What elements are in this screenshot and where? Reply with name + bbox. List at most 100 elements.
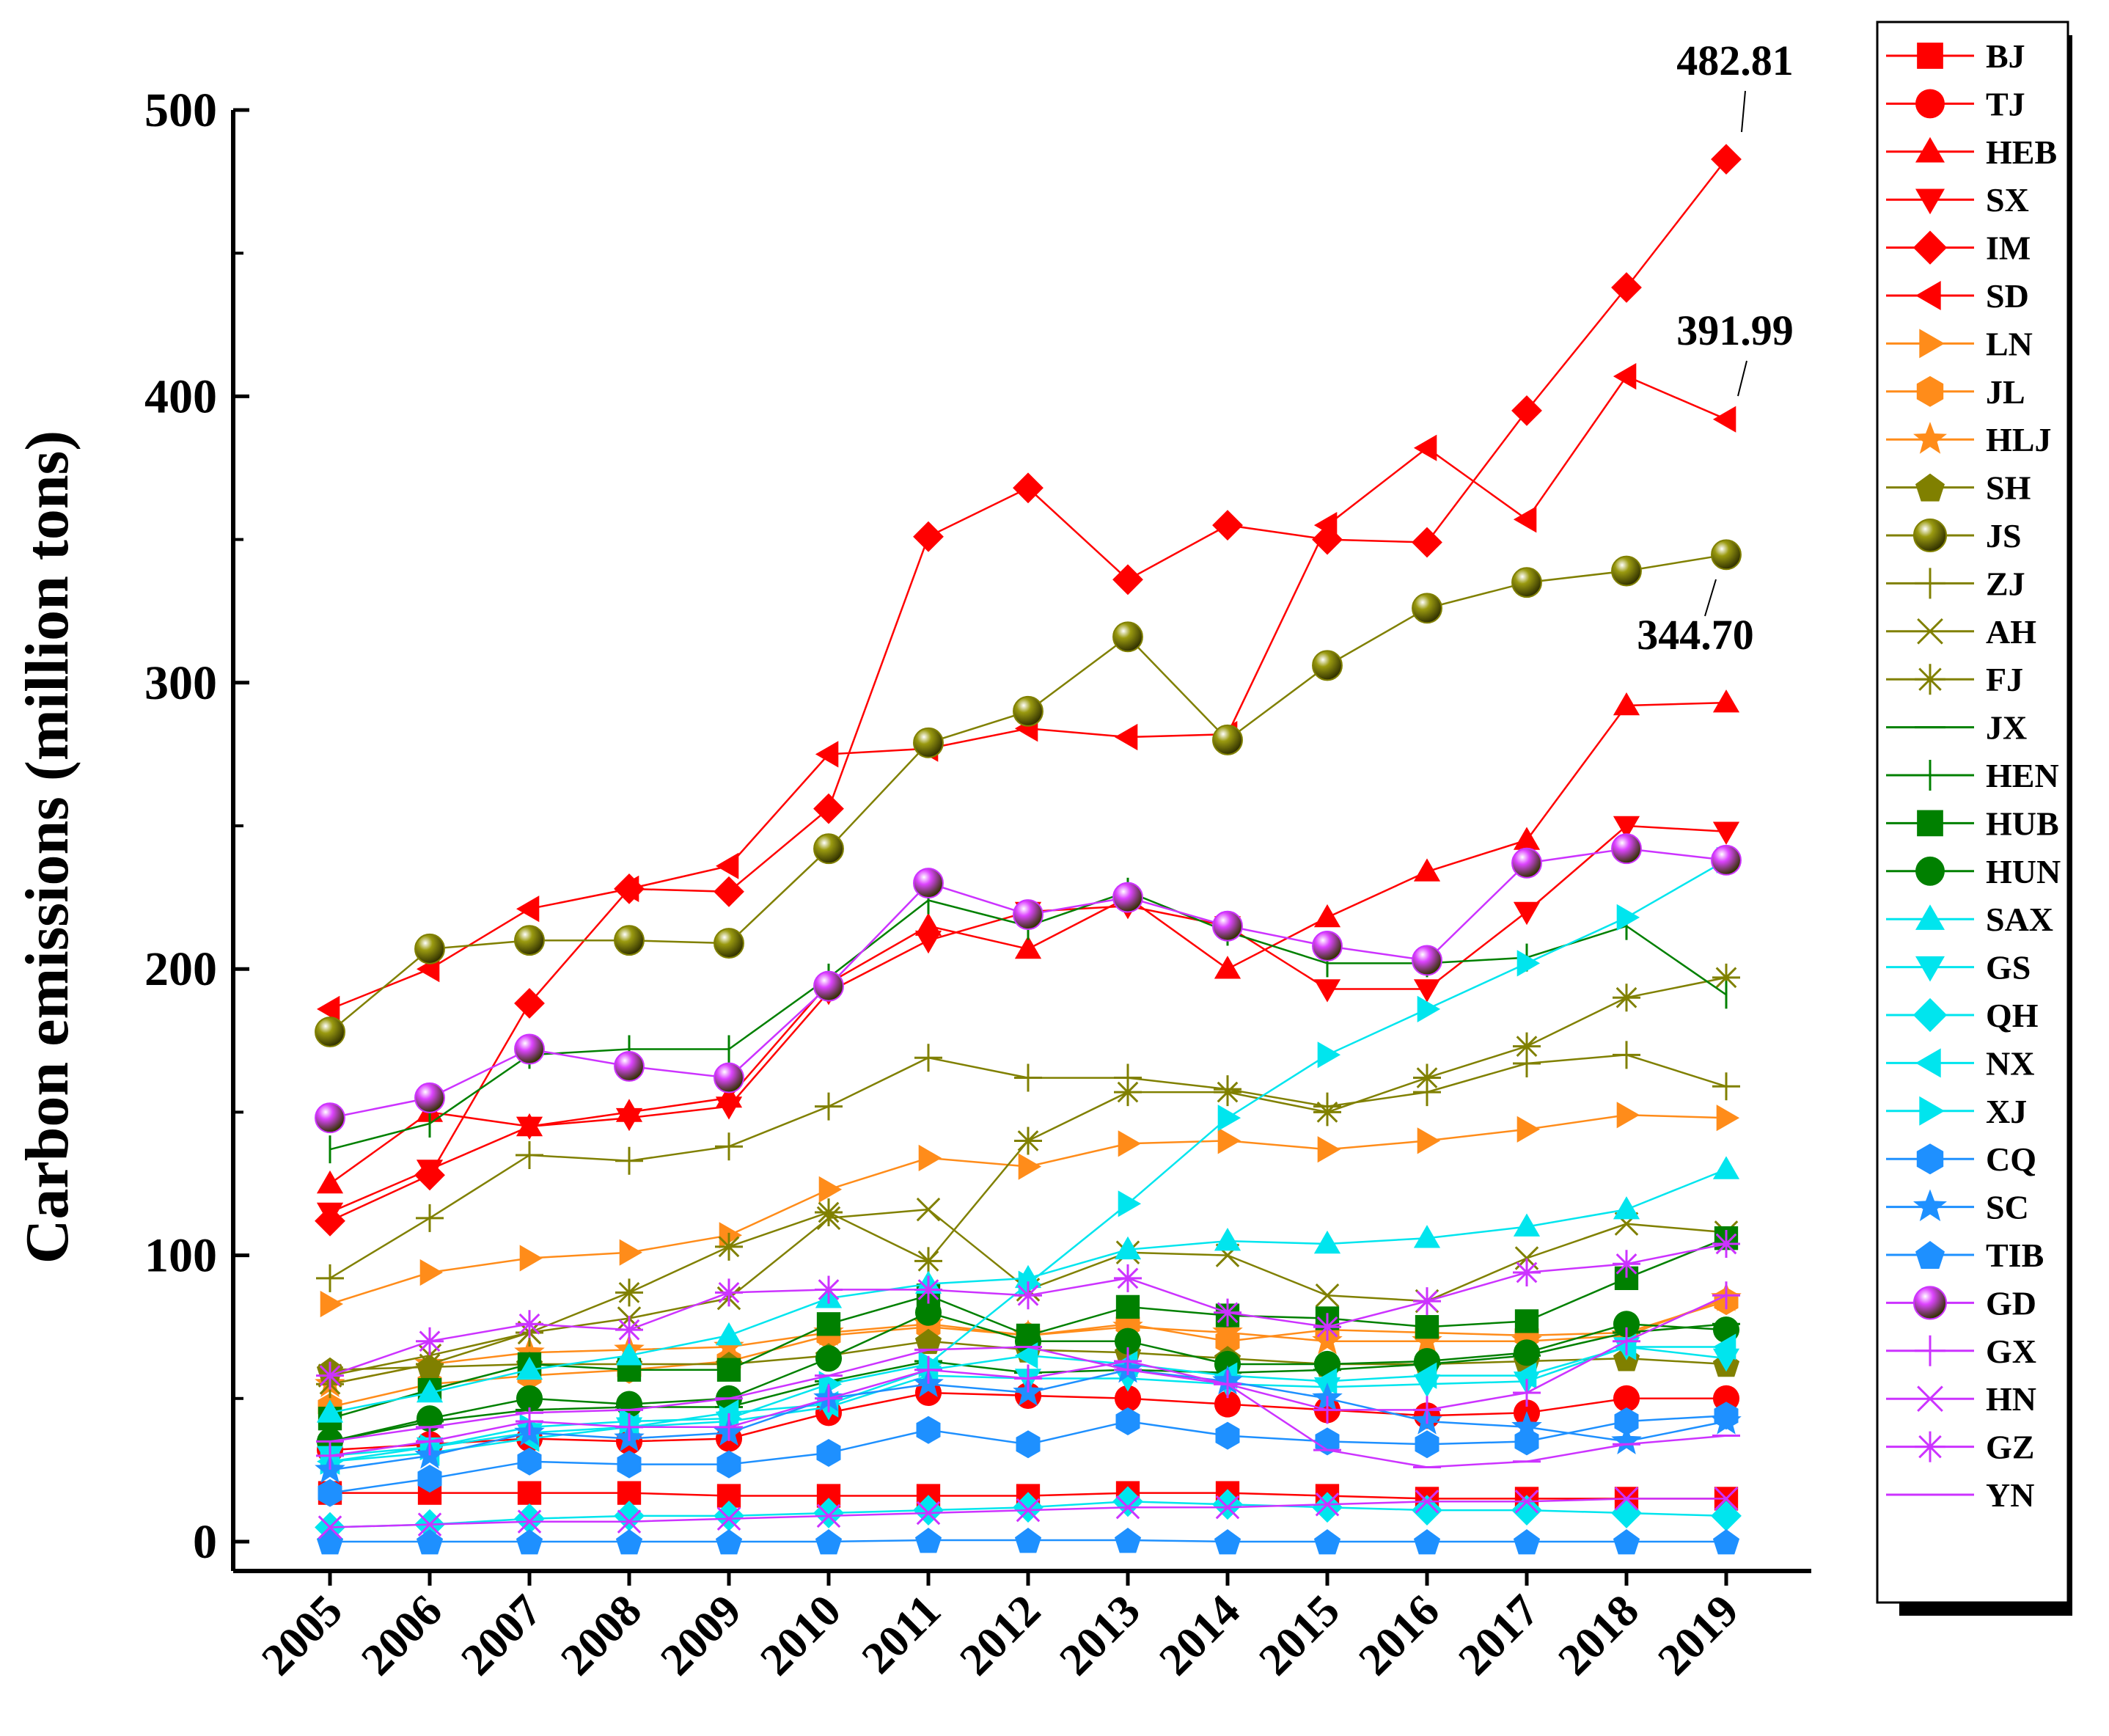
- data-point-hub: [816, 1312, 841, 1336]
- legend-item-ah: AH: [1886, 613, 2036, 651]
- y-tick-label: 0: [193, 1515, 217, 1569]
- data-point-hn: [417, 1512, 442, 1537]
- series-cq: [318, 1402, 1739, 1507]
- data-point-fj: [715, 1232, 743, 1261]
- data-point-im: [1112, 564, 1143, 596]
- legend-marker-sx: [1915, 188, 1945, 215]
- legend-label: CQ: [1986, 1140, 2036, 1178]
- data-point-gx: [1712, 1281, 1740, 1310]
- data-point-im: [1412, 527, 1442, 558]
- data-point-hn: [1215, 1495, 1240, 1520]
- legend-item-gz: GZ: [1886, 1429, 2034, 1466]
- data-point-sd: [815, 741, 839, 768]
- data-point-sx: [1313, 979, 1341, 1003]
- data-point-xj: [818, 1371, 843, 1398]
- data-point-gz: [1712, 1229, 1740, 1258]
- data-point-tib: [1613, 1529, 1640, 1555]
- data-point-zj: [715, 1132, 743, 1161]
- legend-label: HLJ: [1986, 421, 2051, 458]
- data-point-sx: [1712, 821, 1740, 845]
- data-point-sx: [715, 1096, 743, 1120]
- data-point-sc: [1711, 1405, 1742, 1435]
- data-point-gz: [615, 1316, 643, 1344]
- data-point-ln: [419, 1259, 443, 1286]
- data-point-gz: [1214, 1298, 1241, 1327]
- data-point-heb: [1413, 858, 1441, 882]
- data-point-fj: [914, 1247, 942, 1275]
- data-point-cq: [916, 1415, 941, 1444]
- data-point-gx: [1313, 1396, 1341, 1424]
- x-tick-label: 2005: [252, 1586, 352, 1685]
- data-point-hlj: [1412, 1325, 1442, 1355]
- series-yn: [316, 1346, 1740, 1468]
- data-point-sx: [516, 1116, 543, 1140]
- data-point-js: [1212, 724, 1243, 755]
- data-point-fj: [1014, 1127, 1042, 1155]
- data-point-hub: [1514, 1309, 1539, 1333]
- data-point-nx: [1413, 1362, 1437, 1389]
- legend-label: HUB: [1986, 805, 2059, 842]
- data-point-gz: [1014, 1281, 1042, 1310]
- data-point-hub: [1115, 1294, 1140, 1319]
- data-point-sd: [616, 875, 639, 902]
- data-point-zj: [914, 1044, 942, 1072]
- legend-marker-tj: [1915, 89, 1945, 119]
- data-point-zj: [316, 1264, 344, 1292]
- legend-label: IM: [1986, 230, 2031, 267]
- data-point-gd: [813, 970, 844, 1002]
- data-point-gd: [1611, 833, 1642, 865]
- data-point-js: [414, 933, 445, 964]
- data-point-heb: [1313, 904, 1341, 928]
- series-gd: [315, 833, 1742, 1134]
- data-point-ln: [1118, 1130, 1142, 1157]
- legend-item-fj: FJ: [1886, 661, 2023, 698]
- series-hn: [318, 1487, 1739, 1539]
- legend-marker-hun: [1915, 856, 1945, 886]
- data-point-fj: [1513, 1032, 1541, 1061]
- data-point-gx: [715, 1413, 743, 1441]
- data-point-hlj: [714, 1330, 744, 1360]
- data-point-sd: [1613, 363, 1637, 390]
- data-point-sc: [1511, 1411, 1542, 1440]
- data-point-ah: [1315, 1283, 1340, 1308]
- legend-label: TJ: [1986, 85, 2025, 122]
- data-point-gx: [1513, 1378, 1541, 1407]
- y-tick-label: 200: [144, 942, 217, 996]
- x-tick-label: 2016: [1349, 1586, 1449, 1685]
- x-tick-label: 2015: [1250, 1586, 1349, 1685]
- x-tick-label: 2008: [551, 1586, 651, 1685]
- legend-marker-bj: [1917, 43, 1943, 69]
- data-point-sax: [715, 1322, 743, 1346]
- y-ticks: 0 100 200 300 400 500: [144, 84, 249, 1569]
- data-point-tib: [516, 1529, 543, 1555]
- data-point-hn: [916, 1501, 941, 1526]
- data-point-xj: [1516, 950, 1541, 977]
- data-point-sax: [1413, 1225, 1441, 1248]
- data-point-fj: [1114, 1078, 1142, 1107]
- data-point-cq: [1016, 1430, 1041, 1459]
- data-point-gd: [315, 1102, 345, 1134]
- data-point-gx: [316, 1441, 344, 1470]
- legend-marker-sax: [1915, 904, 1945, 930]
- data-point-sd: [1313, 512, 1338, 539]
- legend-label: NX: [1986, 1044, 2034, 1082]
- data-point-fj: [815, 1198, 843, 1227]
- legend-marker-tib: [1915, 1241, 1945, 1269]
- legend-label: GZ: [1986, 1429, 2034, 1466]
- x-tick-label: 2006: [352, 1586, 452, 1685]
- data-point-sax: [1712, 1156, 1740, 1179]
- data-point-heb: [1214, 956, 1241, 979]
- legend-item-jl: JL: [1886, 373, 2025, 411]
- data-point-gd: [1511, 847, 1542, 879]
- data-point-zj: [815, 1092, 843, 1121]
- x-tick-label: 2018: [1549, 1586, 1648, 1685]
- legend-item-bj: BJ: [1886, 37, 2025, 75]
- legend-item-gx: GX: [1886, 1333, 2036, 1370]
- legend-label: HUN: [1986, 853, 2061, 890]
- data-point-gz: [316, 1361, 344, 1390]
- data-point-qh: [614, 1501, 645, 1531]
- legend-label: GX: [1986, 1333, 2036, 1370]
- data-point-qh: [1013, 1492, 1044, 1523]
- legend-marker-hlj: [1913, 422, 1947, 454]
- data-point-ln: [1217, 1127, 1241, 1154]
